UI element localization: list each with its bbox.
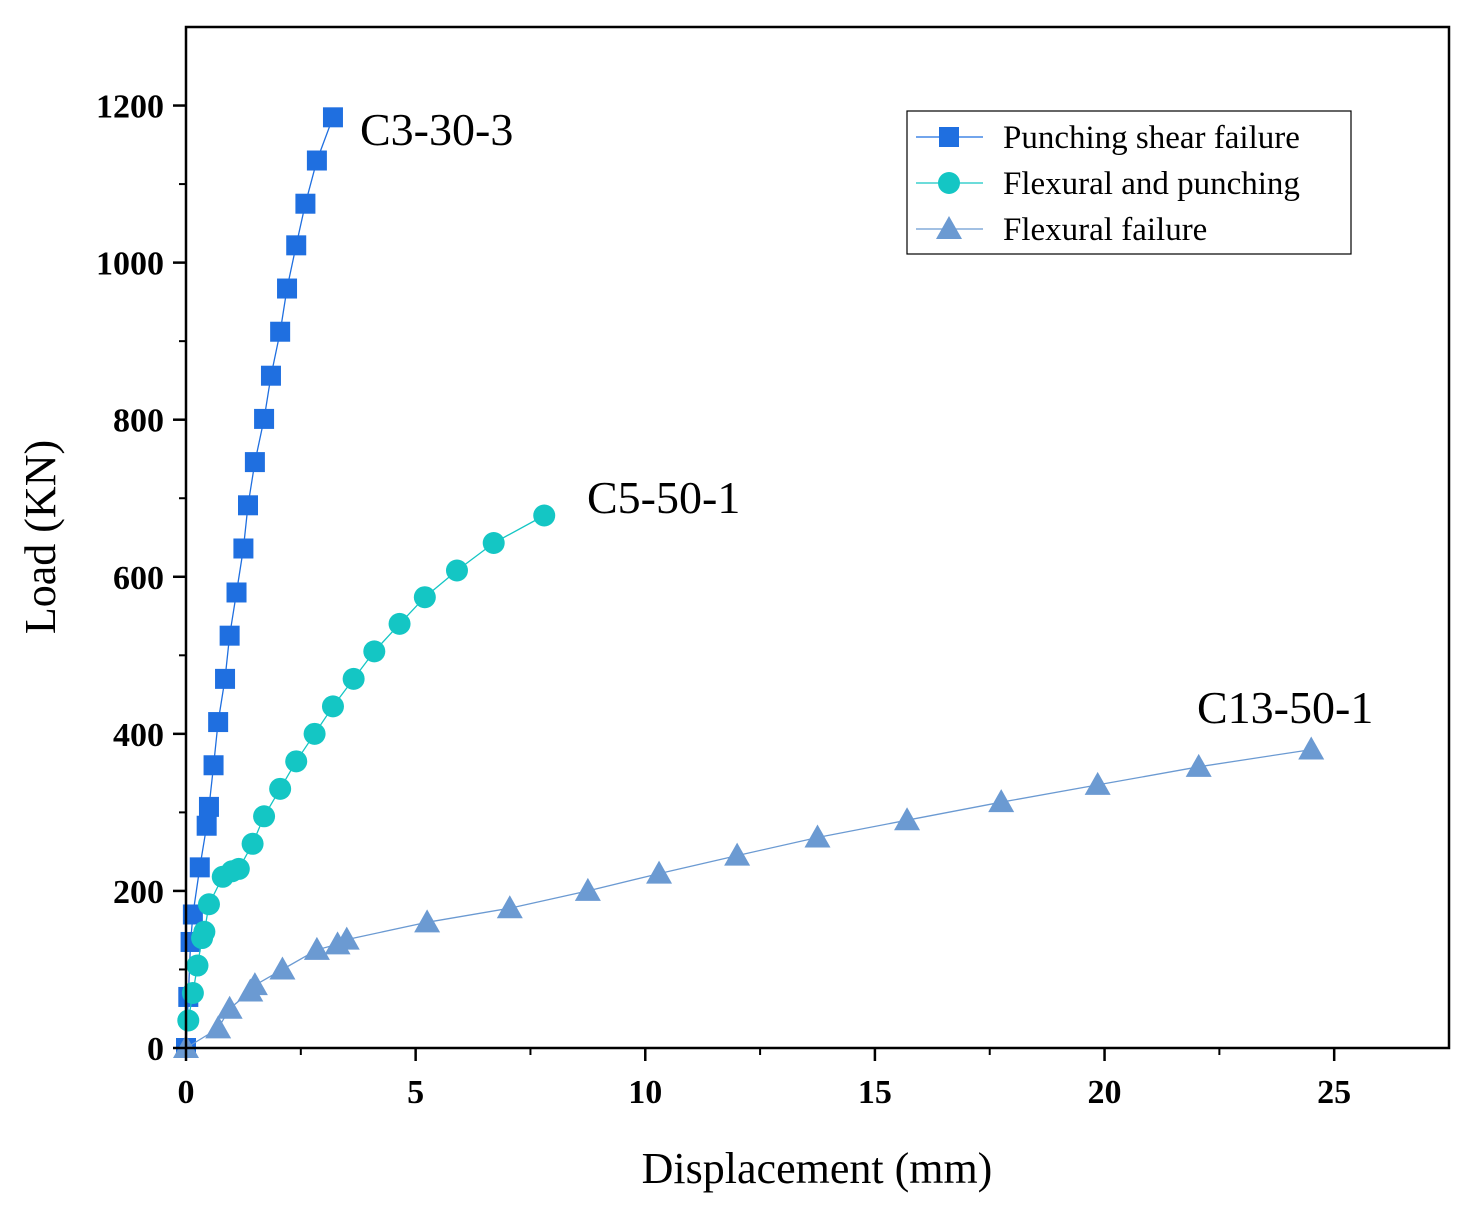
data-point-circle (413, 586, 436, 609)
data-point-triangle (241, 972, 268, 996)
y-tick-label: 0 (147, 1031, 164, 1068)
data-point-circle (342, 667, 365, 690)
x-tick-label: 20 (1088, 1074, 1122, 1111)
data-point-triangle (1298, 736, 1325, 760)
data-point-triangle (646, 860, 673, 884)
data-point-square (215, 668, 236, 689)
data-point-square (219, 625, 240, 646)
data-point-square (254, 408, 275, 429)
data-point-triangle (496, 895, 523, 919)
data-point-triangle (894, 807, 921, 831)
data-point-triangle (724, 842, 751, 866)
data-point-triangle (216, 995, 243, 1019)
data-point-square (226, 582, 247, 603)
plot-frame (184, 25, 1451, 1050)
data-point-circle (253, 805, 276, 828)
data-point-square (260, 365, 281, 386)
data-point-square (286, 235, 307, 256)
data-point-circle (321, 695, 344, 718)
data-point-triangle (988, 789, 1015, 813)
y-axis-title: Load (KN) (16, 440, 65, 634)
data-point-square (208, 712, 229, 733)
data-point-circle (269, 777, 292, 800)
data-point-circle (186, 954, 209, 977)
legend-label-punching-shear: Punching shear failure (1003, 120, 1300, 156)
data-point-triangle (205, 1015, 232, 1039)
legend-marker-circle (938, 172, 960, 194)
y-tick-label: 600 (113, 560, 164, 597)
data-point-circle (482, 531, 505, 554)
legend-marker-square (939, 127, 959, 147)
y-tick-label: 400 (113, 717, 164, 754)
x-axis-title: Displacement (mm) (642, 1144, 993, 1193)
data-point-square (233, 538, 254, 559)
data-point-circle (445, 559, 468, 582)
data-point-circle (388, 612, 411, 635)
data-point-circle (241, 832, 264, 855)
data-point-circle (285, 750, 308, 773)
x-tick-label: 0 (178, 1074, 195, 1111)
legend: Punching shear failure Flexural and punc… (906, 110, 1352, 255)
plot-series-layer (173, 107, 1325, 1058)
data-point-triangle (574, 877, 601, 901)
x-tick-label: 25 (1317, 1074, 1351, 1111)
data-point-circle (181, 982, 204, 1005)
y-tick-label: 1200 (96, 89, 164, 126)
data-point-square (198, 796, 219, 817)
data-point-triangle (804, 824, 831, 848)
y-tick-label: 200 (113, 874, 164, 911)
data-point-square (244, 452, 265, 473)
x-tick-label: 5 (407, 1074, 424, 1111)
data-point-square (182, 904, 203, 925)
y-tick-label: 1000 (96, 246, 164, 283)
annotation-c5-50-1: C5-50-1 (587, 472, 740, 523)
legend-label-flexural-punching: Flexural and punching (1003, 166, 1300, 202)
data-point-square (295, 193, 316, 214)
data-point-triangle (303, 936, 330, 960)
data-point-square (306, 150, 327, 171)
data-point-circle (177, 1009, 200, 1032)
data-point-square (322, 107, 343, 128)
data-point-square (203, 755, 224, 776)
data-point-square (196, 815, 217, 836)
axis-ticks: 0 5 10 15 20 25 0 200 400 600 800 1000 1200 (96, 89, 1351, 1111)
data-point-square (277, 278, 298, 299)
legend-marker-triangle (936, 216, 962, 239)
data-point-triangle (333, 926, 360, 950)
series-line-triangle (185, 748, 1312, 1049)
annotation-c13-50-1: C13-50-1 (1197, 682, 1373, 733)
data-point-triangle (1185, 753, 1212, 777)
data-point-triangle (1084, 771, 1111, 795)
data-point-circle (227, 857, 250, 880)
x-tick-label: 10 (628, 1074, 662, 1111)
annotation-c3-30-3: C3-30-3 (360, 104, 513, 155)
data-point-square (270, 321, 291, 342)
data-point-triangle (269, 956, 296, 980)
legend-label-flexural-failure: Flexural failure (1003, 212, 1207, 248)
data-point-circle (193, 920, 216, 943)
data-point-circle (533, 504, 556, 527)
data-point-square (189, 857, 210, 878)
x-tick-label: 15 (858, 1074, 892, 1111)
data-point-circle (197, 893, 220, 916)
data-point-circle (363, 640, 386, 663)
y-tick-label: 800 (113, 403, 164, 440)
data-point-square (238, 495, 259, 516)
data-point-triangle (414, 909, 441, 933)
data-point-circle (303, 722, 326, 745)
